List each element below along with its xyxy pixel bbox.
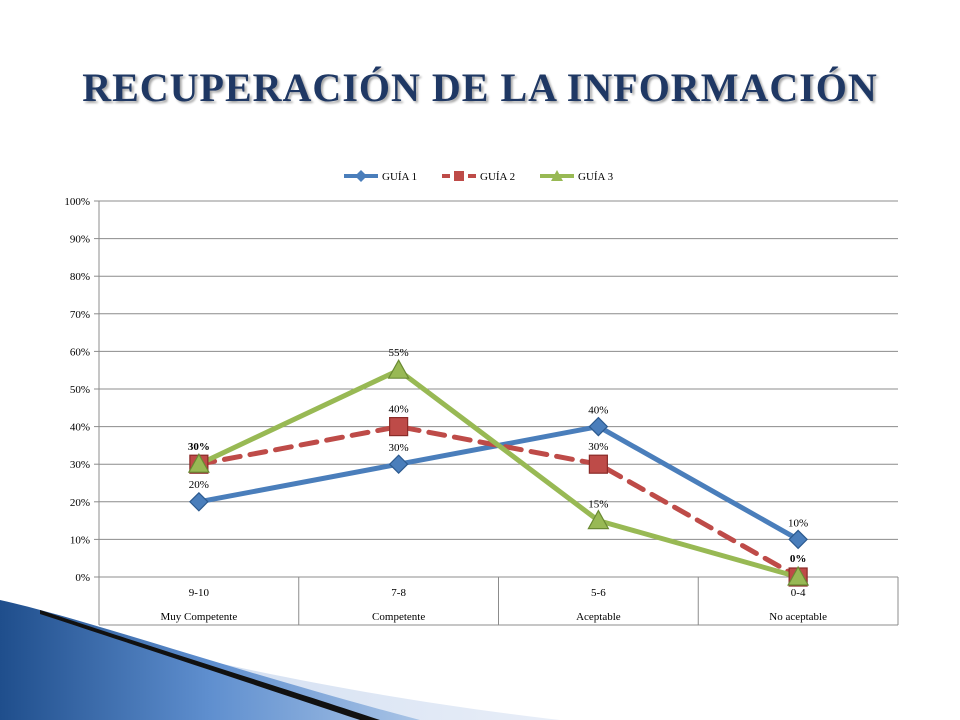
y-tick-label: 90%: [70, 234, 90, 246]
legend-label: GUÍA 2: [480, 171, 515, 183]
series-1-point: [388, 454, 409, 475]
series-3-point: [187, 452, 210, 473]
data-label: 30%: [188, 441, 210, 453]
y-axis-ticks: 0% 10% 20% 30% 40% 50% 60% 70% 80% 90% 100%: [64, 196, 90, 584]
slide-title: RECUPERACIÓN DE LA INFORMACIÓN: [82, 65, 878, 110]
x-tick-label: 0-4: [791, 587, 806, 599]
legend-label: GUÍA 3: [578, 171, 614, 183]
legend-marker: [551, 170, 563, 181]
x-axis: 9-10 7-8 5-6 0-4 Muy Competente Competente Ace…: [98, 577, 899, 626]
x-tick-label: 5-6: [591, 587, 606, 599]
x-group-label: Muy Competente: [161, 611, 238, 623]
data-label: 55%: [389, 347, 409, 359]
series-3-point: [387, 358, 410, 379]
series-2-point: [389, 417, 409, 437]
y-tick-label: 70%: [70, 309, 90, 321]
series-line-2: [196, 424, 801, 580]
y-tick-label: 20%: [70, 497, 90, 509]
data-label: 15%: [588, 499, 608, 511]
series-1-point: [189, 491, 209, 512]
y-tick-label: 0%: [75, 572, 90, 584]
y-tick-label: 30%: [70, 459, 90, 471]
series-3-point: [587, 509, 610, 530]
x-group-label: No aceptable: [769, 611, 827, 623]
legend-marker: [355, 170, 367, 182]
y-tick-label: 10%: [70, 534, 90, 546]
x-tick-label: 9-10: [189, 587, 210, 599]
series-1-point: [588, 416, 609, 437]
series-1-point: [788, 529, 808, 550]
x-group-label: Aceptable: [576, 611, 621, 623]
data-label: 20%: [189, 479, 209, 491]
series-2-point: [588, 454, 608, 474]
y-tick-label: 100%: [64, 196, 90, 208]
data-label: 30%: [389, 442, 409, 454]
y-tick-label: 60%: [70, 346, 90, 358]
y-tick-label: 40%: [70, 422, 90, 434]
data-label: 0%: [790, 553, 807, 565]
data-label: 40%: [389, 404, 409, 416]
y-tick-label: 50%: [70, 384, 90, 396]
data-label: 30%: [588, 441, 608, 453]
data-label: 40%: [588, 405, 608, 417]
data-label: 10%: [788, 517, 808, 529]
series-line-3: [196, 367, 801, 580]
chart-gridlines: [94, 200, 898, 578]
y-tick-label: 80%: [70, 271, 90, 283]
chart-series: [187, 358, 810, 587]
x-tick-label: 7-8: [391, 587, 406, 599]
x-group-label: Competente: [372, 611, 425, 623]
series-3-point: [787, 565, 810, 586]
data-labels: 20% 30% 40% 10% 30% 40% 30% 0% 55% 15%: [188, 347, 808, 565]
chart-legend: GUÍA 1 GUÍA 2 GUÍA 3: [344, 170, 614, 183]
legend-label: GUÍA 1: [382, 171, 417, 183]
legend-marker: [454, 171, 464, 181]
